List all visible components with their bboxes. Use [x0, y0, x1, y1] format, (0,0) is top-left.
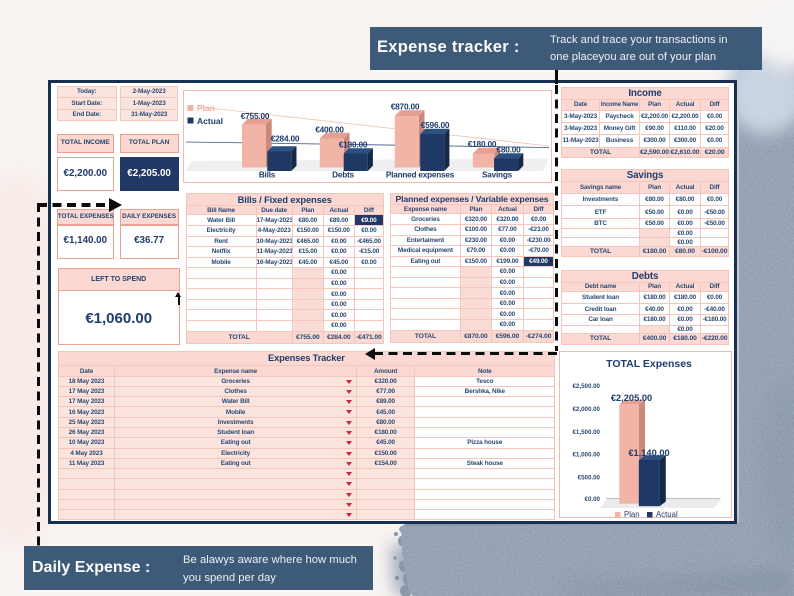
svg-text:€1,000.00: €1,000.00	[572, 451, 600, 458]
svg-text:TOTAL Expenses: TOTAL Expenses	[606, 358, 692, 370]
svg-text:€2,000.00: €2,000.00	[572, 406, 600, 413]
svg-text:€2,205.00: €2,205.00	[611, 393, 652, 403]
svg-text:Plan: Plan	[624, 510, 640, 518]
svg-text:€870.00: €870.00	[391, 102, 420, 112]
svg-text:Bills: Bills	[259, 171, 276, 180]
svg-text:€400.00: €400.00	[315, 125, 344, 135]
svg-text:€80.00: €80.00	[496, 145, 521, 155]
svg-text:Savings: Savings	[482, 171, 513, 180]
svg-text:Actual: Actual	[656, 510, 678, 518]
svg-text:€1,140.00: €1,140.00	[628, 448, 669, 458]
svg-text:€596.00: €596.00	[421, 120, 450, 130]
svg-text:Debts: Debts	[332, 171, 354, 180]
svg-text:€180.00: €180.00	[468, 139, 497, 149]
svg-text:€2,500.00: €2,500.00	[572, 383, 600, 390]
svg-text:Planned expenses: Planned expenses	[386, 171, 455, 180]
svg-text:€755.00: €755.00	[241, 111, 270, 121]
svg-text:€1,500.00: €1,500.00	[572, 429, 600, 436]
svg-text:€500.00: €500.00	[578, 474, 601, 481]
svg-text:€284.00: €284.00	[271, 134, 300, 144]
svg-text:€0.00: €0.00	[585, 496, 601, 503]
svg-text:Actual: Actual	[197, 116, 223, 126]
svg-text:€180.00: €180.00	[339, 140, 368, 150]
